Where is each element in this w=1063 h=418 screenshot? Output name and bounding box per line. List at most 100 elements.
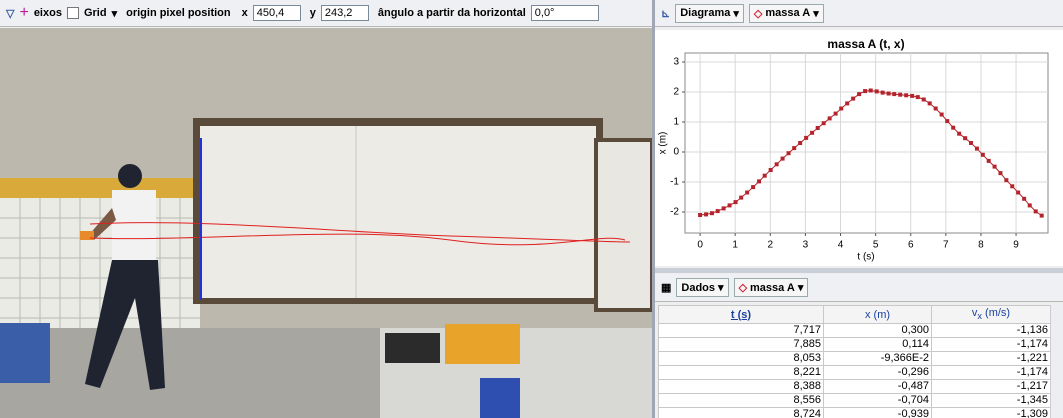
x-tick-label: 1 [732,240,738,251]
view-menu[interactable]: Diagrama▾ [675,4,744,23]
whiteboard [200,126,596,298]
x-tick-label: 6 [908,240,914,251]
data-point [922,98,926,102]
grid-checkbox[interactable] [67,7,79,19]
track-menu[interactable]: ◇massa A▾ [749,4,824,23]
track-icon: ◇ [754,7,762,20]
data-point [704,212,708,216]
x-tick-label: 9 [1013,240,1019,251]
track-icon: ◇ [739,281,747,294]
data-point [975,147,979,151]
table-row[interactable]: 8,053-9,366E-2-1,221 [659,352,1051,366]
cart [80,231,94,240]
column-header[interactable]: vx (m/s) [932,306,1051,324]
table-row[interactable]: 8,724-0,939-1,309 [659,408,1051,418]
data-point [928,101,932,105]
data-point [757,179,761,183]
table-cell: 7,885 [659,338,824,352]
grid-label[interactable]: Grid [84,7,107,19]
header-subscript: x [977,312,982,322]
view-label: Dados [681,282,715,294]
data-point [898,93,902,97]
column-header[interactable]: t (s) [659,306,824,324]
table-cell: -0,296 [824,366,932,380]
view-label: Diagrama [680,7,730,19]
data-point [1004,178,1008,182]
table-cell: 8,388 [659,380,824,394]
table-cell: 8,053 [659,352,824,366]
data-point [798,141,802,145]
y-input[interactable]: 243,2 [321,5,369,21]
angle-input[interactable]: 0,0° [531,5,599,21]
grid-dropdown[interactable]: ▾ [112,7,118,20]
table-cell: -1,221 [932,352,1051,366]
table-row[interactable]: 8,388-0,487-1,217 [659,380,1051,394]
data-point [769,168,773,172]
x-label: x [242,7,248,19]
plot-toolbar: ⊾ Diagrama▾ ◇massa A▾ [655,0,1063,27]
scrollbar[interactable] [1050,305,1063,418]
data-point [1040,214,1044,218]
data-point [816,126,820,130]
data-point [710,211,714,215]
data-point [869,89,873,93]
data-point [1016,191,1020,195]
video-frame [0,28,652,418]
header-unit: (m/s) [985,307,1010,319]
data-point [763,174,767,178]
table-cell: -1,345 [932,394,1051,408]
x-tick-label: 3 [803,240,809,251]
data-point [839,107,843,111]
app: ▽ + eixos Grid▾ origin pixel position x … [0,0,1063,418]
table-row[interactable]: 8,556-0,704-1,345 [659,394,1051,408]
data-point [751,185,755,189]
data-point [892,92,896,96]
table-row[interactable]: 8,221-0,296-1,174 [659,366,1051,380]
table-cell: -1,174 [932,366,1051,380]
data-point [745,191,749,195]
data-point [857,92,861,96]
data-point [987,159,991,163]
table-cell: -0,487 [824,380,932,394]
chair [0,323,50,383]
table-cell: -1,136 [932,324,1051,338]
data-point [875,89,879,93]
splitter[interactable] [655,268,1063,273]
data-point [834,112,838,116]
data-point [1028,203,1032,207]
track-menu[interactable]: ◇massa A▾ [734,278,809,297]
menu-arrow[interactable]: ▽ [6,7,14,20]
table-cell: 8,221 [659,366,824,380]
table-cell: -1,217 [932,380,1051,394]
x-input[interactable]: 450,4 [253,5,301,21]
data-point [739,196,743,200]
view-menu[interactable]: Dados▾ [676,278,728,297]
data-point [993,165,997,169]
axes-label[interactable]: eixos [34,7,62,19]
x-tick-label: 4 [838,240,844,251]
device [445,324,520,364]
data-point [775,162,779,166]
data-point [945,119,949,123]
y-axis-label: x (m) [658,132,669,155]
axes-icon[interactable]: + [19,4,28,22]
table-cell: -1,174 [932,338,1051,352]
table-cell: 7,717 [659,324,824,338]
video-toolbar: ▽ + eixos Grid▾ origin pixel position x … [0,0,652,27]
table-cell: 0,300 [824,324,932,338]
table-cell: 0,114 [824,338,932,352]
data-point [863,89,867,93]
data-point [810,131,814,135]
table-toolbar: ▦ Dados▾ ◇massa A▾ [655,274,1063,302]
data-point [698,213,702,217]
table-cell: -0,939 [824,408,932,418]
table-cell: 8,724 [659,408,824,418]
data-point [781,157,785,161]
column-header[interactable]: x (m) [824,306,932,324]
data-point [1022,197,1026,201]
track-label: massa A [750,282,795,294]
